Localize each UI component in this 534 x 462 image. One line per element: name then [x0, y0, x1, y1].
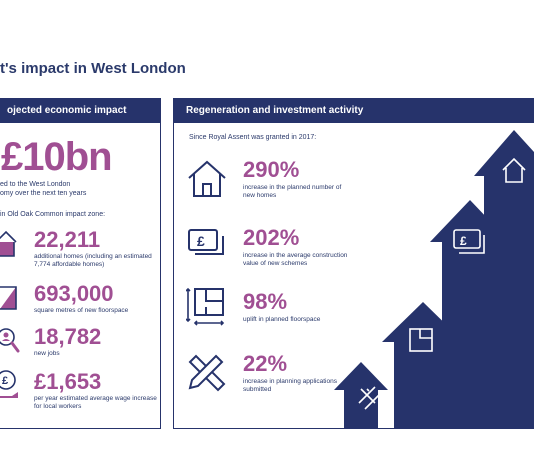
headline-value: £10bn	[1, 135, 113, 179]
floorspace-icon	[0, 286, 17, 310]
svg-text:£: £	[2, 375, 8, 387]
economic-impact-header: ojected economic impact	[0, 99, 160, 123]
pound-hand-icon: £	[0, 370, 18, 398]
right-stat-value: 290%	[243, 157, 300, 182]
left-stat-value: 693,000	[34, 281, 114, 306]
left-stat-value: 22,211	[34, 227, 101, 252]
left-stat-caption: new jobs	[34, 350, 60, 357]
left-stat-caption: additional homes (including an estimated…	[34, 253, 152, 268]
right-stat-value: 22%	[243, 351, 288, 376]
right-stat-caption: increase in the average construction val…	[243, 252, 348, 267]
left-stat-caption: square metres of new floorspace	[34, 307, 129, 314]
pound-notes-icon: £	[188, 229, 224, 255]
right-stat-value: 202%	[243, 225, 300, 250]
regeneration-header: Regeneration and investment activity	[174, 99, 534, 123]
lead-text: Since Royal Assent was granted in 2017:	[189, 134, 317, 141]
left-stat-caption: per year estimated average wage increase…	[34, 395, 157, 410]
ruler-pencil-icon	[188, 354, 226, 392]
house-icon	[0, 230, 17, 257]
zone-label: in Old Oak Common impact zone:	[0, 211, 106, 218]
svg-text:£: £	[460, 234, 467, 248]
floorplan-icon	[186, 287, 225, 326]
growth-arrows-graphic: £	[334, 130, 534, 429]
house-icon	[188, 160, 226, 197]
right-stat-caption: increase in the planned number of new ho…	[243, 184, 342, 199]
svg-text:£: £	[197, 233, 205, 249]
page-title: t's impact in West London	[0, 60, 186, 77]
right-stat-caption: uplift in planned floorspace	[243, 316, 321, 323]
headline-caption: ed to the West London omy over the next t…	[0, 181, 87, 197]
left-stat-value: 18,782	[34, 324, 102, 349]
economic-impact-panel: ojected economic impact	[0, 98, 161, 429]
right-stat-caption: increase in planning applications submit…	[243, 378, 337, 393]
right-stat-value: 98%	[243, 289, 288, 314]
magnifier-person-icon	[0, 328, 20, 353]
left-stat-value: £1,653	[34, 369, 102, 394]
